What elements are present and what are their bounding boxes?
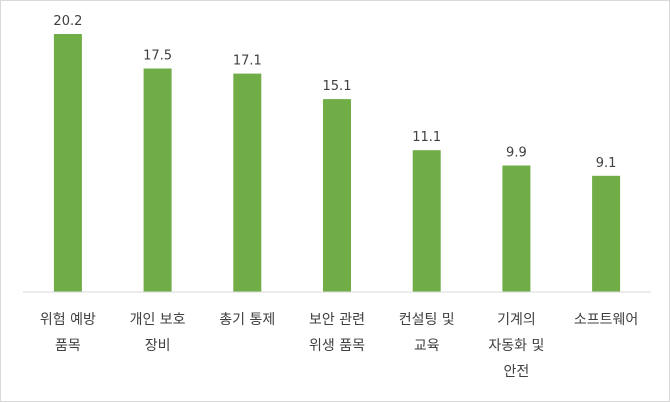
category-label-5-line-1: 자동화 및 [488,338,544,354]
data-label-6: 9.1 [596,156,617,171]
data-labels-layer: 20.2 17.5 17.1 15.1 11.1 9.9 9.1 [53,14,616,171]
category-label-3-line-0: 보안 관련 [309,312,365,328]
bars-layer [53,34,621,292]
category-label-1-line-1: 장비 [145,338,171,354]
category-label-5-line-2: 안전 [504,364,530,380]
bar-2 [233,73,262,292]
bar-3 [323,99,351,292]
bar-5 [502,165,531,292]
category-label-6: 소프트웨어 [574,312,638,328]
data-label-0: 20.2 [53,14,82,29]
data-label-1: 17.5 [143,49,172,64]
category-label-1-line-0: 개인 보호 [130,312,186,328]
category-label-3-line-1: 위생 품목 [309,338,365,354]
category-label-0-line-1: 품목 [55,338,81,354]
bar-6 [592,175,621,292]
category-label-4-line-1: 교육 [414,338,440,354]
data-label-4: 11.1 [412,130,441,145]
data-label-3: 15.1 [323,79,352,94]
data-label-5: 9.9 [506,146,527,161]
category-label-2: 총기 통제 [219,312,275,328]
category-label-6-line-0: 소프트웨어 [574,312,638,328]
category-label-2-line-0: 총기 통제 [219,312,275,328]
bar-0 [53,34,82,292]
category-label-5-line-0: 기계의 [497,312,536,328]
category-label-4-line-0: 컨설팅 및 [399,312,455,328]
bar-1 [143,68,172,292]
bar-4 [412,150,441,292]
category-label-0-line-0: 위험 예방 [40,312,96,328]
data-label-2: 17.1 [233,54,262,69]
